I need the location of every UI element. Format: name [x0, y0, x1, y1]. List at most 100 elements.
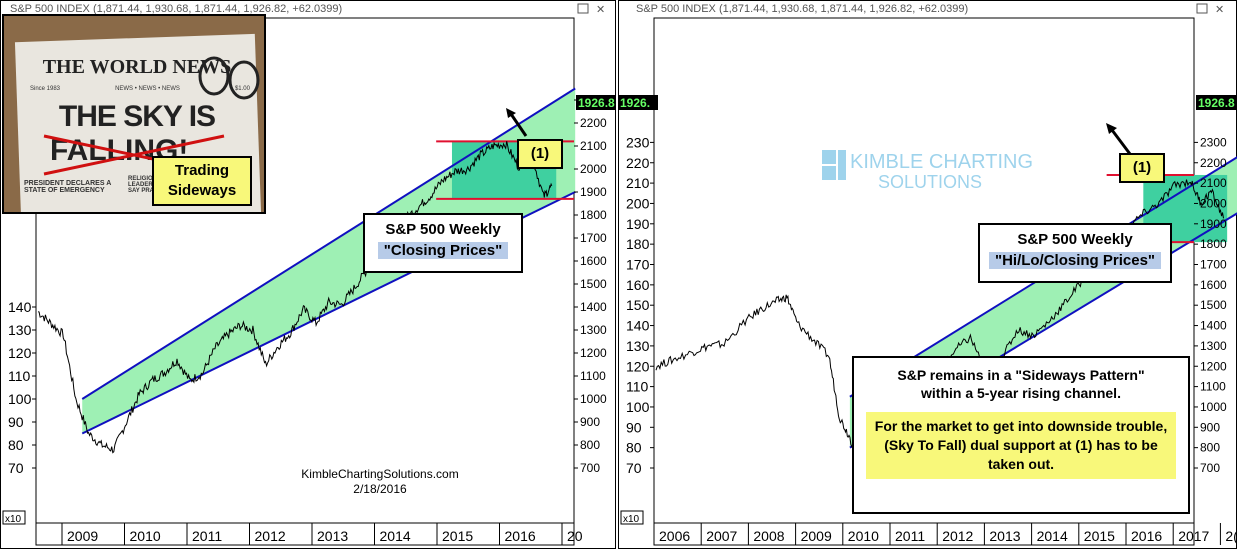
- summary-box: S&P remains in a "Sideways Pattern" with…: [852, 356, 1190, 514]
- x-tick-label: 2006: [659, 528, 690, 544]
- x-tick-label: 2013: [317, 528, 348, 544]
- y-right-tick-label: 2000: [1200, 196, 1227, 210]
- right-y-axis-right: 700 800 900 1000 1100 1200 1300 1400 1500 1600 170…: [1194, 135, 1227, 475]
- window-controls-right: ✕: [1196, 3, 1224, 16]
- summary-yellow: For the market to get into downside trou…: [866, 412, 1176, 479]
- y-left-tick-label: 110: [626, 379, 649, 395]
- y-right-tick-label: 2200: [580, 116, 607, 130]
- y-right-tick-label: 800: [1200, 441, 1220, 455]
- left-chart: S&P 500 INDEX (1,871.44, 1,930.68, 1,871…: [0, 0, 616, 549]
- y-right-tick-label: 1800: [1200, 237, 1227, 251]
- summary-line-2: within a 5-year rising channel.: [921, 385, 1121, 401]
- right-multiplier: x10: [620, 510, 644, 525]
- y-right-tick-label: 1200: [1200, 359, 1227, 373]
- y-right-tick-label: 1200: [580, 346, 607, 360]
- x-tick-label: 2010: [130, 528, 161, 544]
- y-right-tick-label: 900: [1200, 420, 1220, 434]
- newspaper-column-2: RELIGIOUS LEADERS SAY PRAYER: [128, 176, 166, 194]
- y-left-tick-label: 90: [626, 419, 642, 435]
- y-left-tick-label: 220: [626, 155, 650, 171]
- y-right-tick-label: 1800: [580, 208, 607, 222]
- y-left-tick-label: 190: [626, 216, 650, 232]
- y-right-tick-label: 1300: [580, 323, 607, 337]
- x-tick-label: 2010: [848, 528, 879, 544]
- x-tick-label: 2(: [1225, 528, 1237, 544]
- x-tick-label: 2015: [442, 528, 473, 544]
- y-right-tick-label: 2200: [1200, 156, 1227, 170]
- y-right-tick-label: 1300: [1200, 339, 1227, 353]
- right-x-axis: 2006 2007 2008 2009 2010 2011 2012 2013 2014 2015…: [653, 523, 1237, 545]
- y-right-tick-label: 1600: [1200, 278, 1227, 292]
- y-left-tick-label: 230: [626, 134, 650, 150]
- y-left-tick-label: 80: [626, 440, 642, 456]
- left-header: S&P 500 INDEX (1,871.44, 1,930.68, 1,871…: [10, 3, 342, 15]
- left-y-axis-left: 70 80 90 100 110 120 130 140: [8, 299, 36, 476]
- right-price-label: 1926.8: [1198, 96, 1235, 110]
- x-tick-label: 2008: [753, 528, 784, 544]
- right-chart-description: S&P 500 Weekly "Hi/Lo/Closing Prices": [978, 223, 1172, 283]
- svg-text:KIMBLE CHARTING: KIMBLE CHARTING: [850, 151, 1033, 173]
- y-left-tick-label: 70: [626, 460, 642, 476]
- y-left-tick-label: 140: [626, 318, 650, 334]
- y-right-tick-label: 1100: [1200, 380, 1226, 394]
- y-right-tick-label: 1400: [580, 300, 607, 314]
- y-right-tick-label: 1900: [1200, 217, 1227, 231]
- right-y-axis-left: 70 80 90 100 110 120 130 140 150 160 170 180 190 200 2…: [626, 134, 654, 476]
- left-support-marker: (1): [517, 139, 563, 169]
- trading-sideways-label: Trading Sideways: [152, 156, 252, 206]
- y-left-tick-label: 110: [8, 368, 31, 384]
- x-tick-label: 2009: [67, 528, 98, 544]
- y-left-tick-label: 130: [8, 322, 32, 338]
- y-left-tick-label: 140: [8, 299, 32, 315]
- newspaper-meta-left: Since 1983: [30, 86, 61, 92]
- right-description-subtitle: "Hi/Lo/Closing Prices": [988, 252, 1162, 269]
- x-tick-label: 20: [567, 528, 583, 544]
- svg-text:✕: ✕: [596, 4, 605, 16]
- y-left-tick-label: 100: [626, 399, 650, 415]
- svg-text:x10: x10: [5, 514, 22, 525]
- left-price-tag: 1926.8: [576, 95, 616, 110]
- y-left-tick-label: 160: [626, 277, 650, 293]
- left-description-title: S&P 500 Weekly: [385, 221, 501, 238]
- y-right-tick-label: 700: [580, 461, 600, 475]
- y-left-tick-label: 200: [626, 195, 650, 211]
- kimble-logo: KIMBLE CHARTING SOLUTIONS: [822, 150, 1033, 192]
- y-right-tick-label: 2000: [580, 162, 607, 176]
- newspaper-headline-1: THE SKY IS: [58, 100, 216, 133]
- y-right-tick-label: 2300: [1200, 135, 1227, 149]
- x-tick-label: 2012: [255, 528, 286, 544]
- x-tick-label: 2012: [942, 528, 973, 544]
- y-right-tick-label: 1500: [1200, 298, 1227, 312]
- left-x-axis: 2009 2010 2011 2012 2013 2014 2015 2016 20: [61, 523, 583, 545]
- x-tick-label: 2014: [1037, 528, 1068, 544]
- right-left-price-tag: 1926.: [618, 95, 658, 110]
- left-description-subtitle: "Closing Prices": [377, 242, 509, 259]
- right-description-title: S&P 500 Weekly: [1017, 231, 1133, 248]
- right-price-tag: 1926.8: [1196, 95, 1237, 110]
- newspaper-column-1: PRESIDENT DECLARES A STATE OF EMERGENCY: [24, 180, 111, 194]
- y-left-tick-label: 170: [626, 257, 650, 273]
- x-tick-label: 2016: [1131, 528, 1162, 544]
- watermark-site: KimbleChartingSolutions.com: [301, 467, 459, 481]
- y-right-tick-label: 1000: [580, 392, 607, 406]
- x-tick-label: 2014: [380, 528, 411, 544]
- svg-text:SOLUTIONS: SOLUTIONS: [878, 172, 982, 192]
- x-tick-label: 2007: [706, 528, 737, 544]
- window-controls-left: ✕: [577, 3, 605, 16]
- y-right-tick-label: 700: [1200, 461, 1220, 475]
- glasses-icon: [198, 56, 260, 100]
- x-tick-label: 2011: [895, 528, 925, 544]
- newspaper-meta-mid: NEWS • NEWS • NEWS: [115, 86, 180, 92]
- y-right-tick-label: 800: [580, 438, 600, 452]
- y-left-tick-label: 210: [626, 175, 650, 191]
- x-tick-label: 2009: [801, 528, 832, 544]
- left-marker-arrow: [506, 108, 528, 137]
- summary-line-1: S&P remains in a "Sideways Pattern": [897, 367, 1145, 383]
- right-left-price-label: 1926.: [620, 96, 650, 110]
- y-right-tick-label: 1700: [1200, 258, 1227, 272]
- y-left-tick-label: 70: [8, 460, 24, 476]
- y-left-tick-label: 180: [626, 236, 650, 252]
- left-chart-description: S&P 500 Weekly "Closing Prices": [363, 213, 523, 273]
- newspaper-meta-right: $1.00: [234, 86, 250, 92]
- x-tick-label: 2016: [505, 528, 536, 544]
